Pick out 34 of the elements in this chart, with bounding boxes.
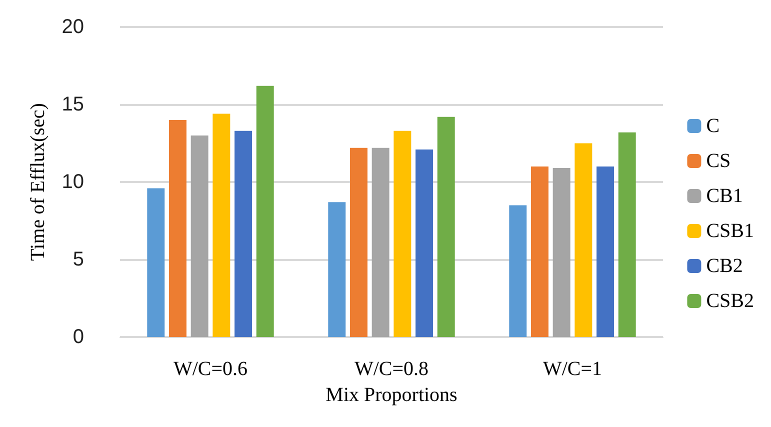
x-tick-label: W/C=0.8 <box>354 358 429 380</box>
bar <box>190 136 208 337</box>
bar <box>168 120 186 337</box>
legend-label: C <box>706 115 720 137</box>
bar <box>350 148 368 337</box>
y-tick-label: 15 <box>62 94 84 116</box>
bar <box>212 114 230 337</box>
bar <box>394 130 412 337</box>
bar <box>147 188 165 337</box>
bar <box>234 130 252 337</box>
y-tick-label: 0 <box>72 326 84 348</box>
bar <box>416 149 434 337</box>
y-tick-label: 10 <box>62 171 84 193</box>
bar <box>372 148 390 337</box>
legend-label: CSB1 <box>706 220 754 242</box>
bar <box>530 166 548 337</box>
x-axis-title: Mix Proportions <box>326 384 458 406</box>
bar <box>328 202 346 337</box>
x-tick-label: W/C=1 <box>542 358 602 380</box>
bar <box>552 168 570 337</box>
x-tick-label: W/C=0.6 <box>173 358 248 380</box>
bar <box>256 86 274 337</box>
legend-label: CB1 <box>706 185 743 207</box>
bar <box>509 205 527 337</box>
bar <box>618 132 636 337</box>
y-tick-label: 5 <box>72 248 84 270</box>
bar <box>596 166 614 337</box>
bar <box>574 143 592 337</box>
bar <box>437 116 455 337</box>
y-axis-title: Time of Efflux(sec) <box>27 103 49 261</box>
y-tick-label: 20 <box>62 16 84 38</box>
legend-label: CS <box>706 150 731 172</box>
legend-label: CB2 <box>706 255 743 277</box>
legend-label: CSB2 <box>706 290 754 312</box>
